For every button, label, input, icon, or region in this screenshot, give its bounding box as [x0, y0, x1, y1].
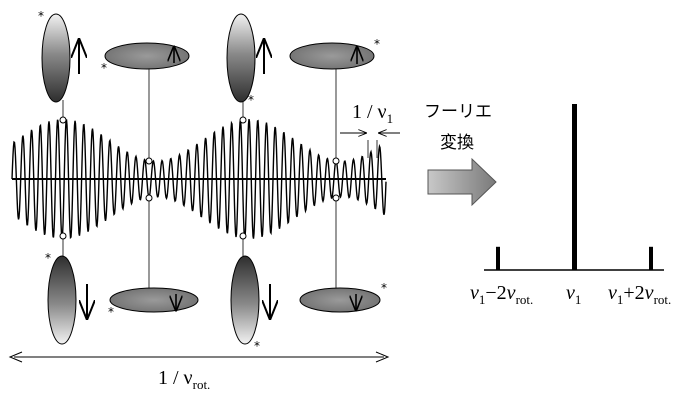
star-mark: * [381, 281, 387, 295]
star-mark: * [374, 37, 380, 51]
lower-sideband-label: ν1−2νrot. [470, 282, 533, 307]
star-mark: * [254, 339, 260, 353]
beat-waveform [11, 118, 387, 240]
vertical-spin-ellipse [226, 13, 256, 103]
flat-spin-ellipse [104, 42, 190, 70]
flat-spin-ellipse [299, 287, 381, 313]
top-spin-states: * * * * [38, 9, 380, 107]
vertical-spin-ellipse [230, 255, 260, 345]
rotation-period-label: 1 / νrot. [158, 367, 210, 392]
vertical-spin-ellipse [41, 13, 71, 103]
center-label: ν1 [566, 282, 581, 307]
upper-sideband-peak [649, 246, 653, 270]
vertical-spin-ellipse [47, 255, 77, 345]
star-mark: * [108, 305, 114, 319]
star-mark: * [38, 9, 44, 23]
flat-spin-ellipse [109, 287, 199, 313]
spectrum: ν1−2νrot. ν1 ν1+2νrot. [470, 104, 671, 307]
flat-spin-ellipse [289, 42, 375, 70]
left-arrowhead-icon [8, 351, 23, 363]
lower-sideband-peak [496, 246, 500, 270]
waveform-curve [11, 118, 387, 240]
star-mark: * [248, 93, 254, 107]
center-peak [572, 104, 577, 270]
upper-sideband-label: ν1+2νrot. [608, 282, 671, 307]
carrier-period-indicator: 1 / ν1 [340, 101, 400, 158]
carrier-period-label: 1 / ν1 [352, 101, 393, 126]
bottom-spin-states: * * * * [45, 251, 387, 353]
fourier-transform: フーリエ 変換 [424, 102, 497, 207]
star-mark: * [45, 251, 51, 265]
star-mark: * [101, 61, 107, 75]
right-arrowhead-icon [375, 351, 390, 363]
fourier-label-line2: 変換 [440, 133, 474, 153]
envelope-markers [59, 116, 340, 240]
rotation-period-indicator: 1 / νrot. [8, 351, 390, 392]
right-arrow-icon [427, 157, 497, 207]
fourier-label-line1: フーリエ [424, 102, 492, 122]
